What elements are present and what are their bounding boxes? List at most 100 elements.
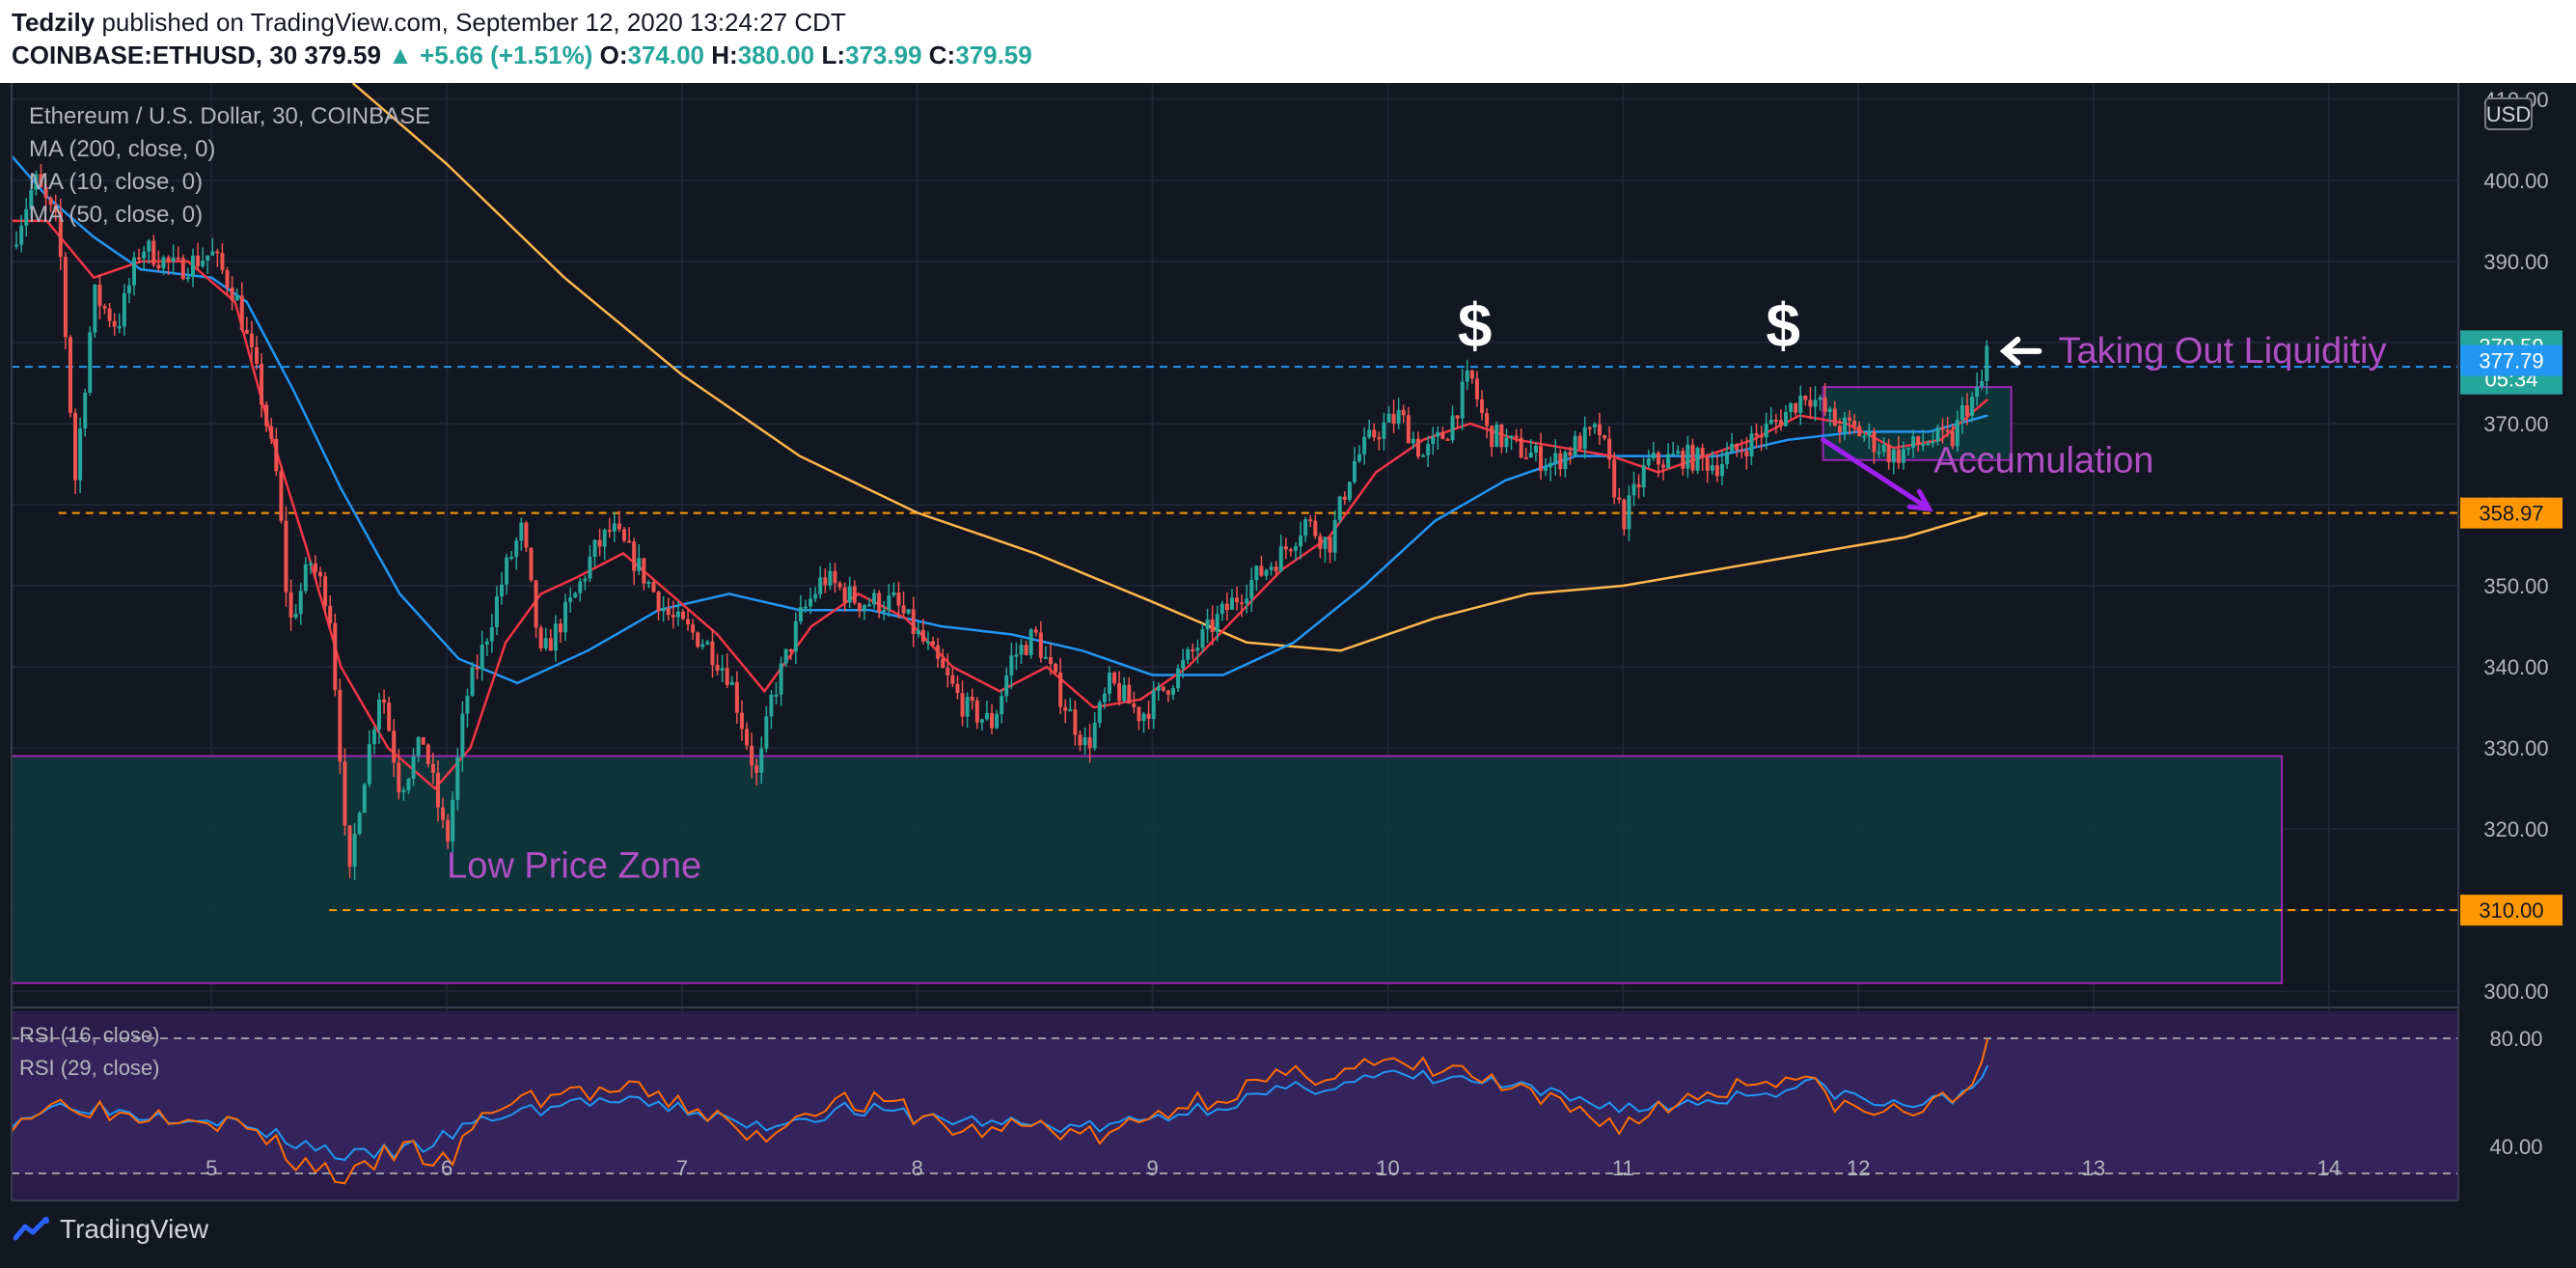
- candle-body[interactable]: [1460, 381, 1465, 419]
- candle-body[interactable]: [14, 244, 19, 247]
- candle-body[interactable]: [1146, 713, 1151, 720]
- candle-body[interactable]: [1176, 668, 1181, 689]
- candle-body[interactable]: [1725, 452, 1730, 464]
- candle-body[interactable]: [534, 580, 538, 628]
- candle-body[interactable]: [1137, 706, 1141, 722]
- candle-body[interactable]: [1229, 597, 1234, 610]
- candle-body[interactable]: [1822, 397, 1827, 412]
- candle-body[interactable]: [470, 667, 475, 696]
- candle-body[interactable]: [1603, 435, 1607, 439]
- candle-body[interactable]: [494, 596, 499, 627]
- candle-body[interactable]: [1955, 420, 1959, 447]
- candle-layer[interactable]: [14, 163, 1989, 880]
- candle-body[interactable]: [288, 592, 293, 618]
- candle-body[interactable]: [230, 287, 234, 301]
- candle-body[interactable]: [705, 641, 710, 645]
- candle-body[interactable]: [1710, 465, 1714, 471]
- candle-body[interactable]: [1485, 413, 1490, 427]
- candle-body[interactable]: [548, 638, 553, 651]
- candle-body[interactable]: [896, 592, 901, 606]
- candle-body[interactable]: [1401, 409, 1406, 416]
- candle-body[interactable]: [279, 471, 284, 521]
- candle-body[interactable]: [990, 712, 995, 729]
- candle-body[interactable]: [1749, 433, 1754, 457]
- candle-body[interactable]: [260, 364, 264, 405]
- candle-body[interactable]: [117, 326, 122, 329]
- candle-body[interactable]: [1544, 467, 1548, 471]
- candle-body[interactable]: [538, 627, 543, 648]
- candle-body[interactable]: [97, 284, 102, 307]
- candle-body[interactable]: [1519, 437, 1523, 457]
- candle-body[interactable]: [1764, 423, 1768, 438]
- legend-ma200[interactable]: MA (200, close, 0): [29, 136, 215, 162]
- candle-body[interactable]: [352, 834, 357, 868]
- candle-body[interactable]: [196, 255, 201, 267]
- candle-body[interactable]: [1735, 443, 1740, 451]
- candle-body[interactable]: [1264, 569, 1269, 576]
- candle-body[interactable]: [1431, 436, 1436, 445]
- candle-body[interactable]: [1097, 702, 1102, 723]
- candle-body[interactable]: [1577, 435, 1582, 450]
- author-name[interactable]: Tedzily: [12, 8, 96, 37]
- candle-body[interactable]: [857, 603, 862, 612]
- candle-body[interactable]: [1318, 536, 1323, 549]
- candle-body[interactable]: [1852, 421, 1857, 427]
- candle-body[interactable]: [58, 211, 63, 258]
- candle-body[interactable]: [1789, 402, 1794, 412]
- candle-body[interactable]: [563, 601, 568, 633]
- candle-body[interactable]: [597, 539, 602, 547]
- candle-body[interactable]: [269, 426, 274, 439]
- candle-body[interactable]: [1587, 427, 1592, 429]
- candle-body[interactable]: [1009, 655, 1014, 676]
- candle-body[interactable]: [298, 591, 303, 614]
- candle-body[interactable]: [1465, 370, 1469, 382]
- candle-body[interactable]: [1068, 709, 1073, 712]
- candle-body[interactable]: [877, 593, 882, 613]
- candle-body[interactable]: [602, 530, 607, 547]
- candle-body[interactable]: [1911, 436, 1916, 448]
- candle-body[interactable]: [1494, 424, 1499, 448]
- candle-body[interactable]: [1612, 459, 1617, 498]
- candle-body[interactable]: [941, 658, 945, 668]
- candle-body[interactable]: [406, 779, 411, 790]
- candle-body[interactable]: [818, 577, 823, 594]
- candle-body[interactable]: [1886, 444, 1891, 463]
- legend-ma50[interactable]: MA (50, close, 0): [29, 202, 203, 228]
- candle-body[interactable]: [1426, 444, 1431, 455]
- candle-body[interactable]: [1778, 420, 1783, 427]
- candle-body[interactable]: [1719, 463, 1724, 477]
- candle-body[interactable]: [1784, 411, 1789, 427]
- candle-body[interactable]: [729, 681, 734, 685]
- candle-body[interactable]: [347, 825, 352, 868]
- candle-body[interactable]: [1058, 672, 1063, 707]
- candle-body[interactable]: [960, 693, 965, 717]
- candle-body[interactable]: [1170, 688, 1175, 695]
- candle-body[interactable]: [1132, 703, 1137, 707]
- candle-body[interactable]: [1813, 400, 1818, 407]
- candle-body[interactable]: [1926, 443, 1931, 446]
- candle-body[interactable]: [1141, 713, 1146, 722]
- candle-body[interactable]: [489, 626, 494, 642]
- candle-body[interactable]: [916, 629, 920, 635]
- candle-body[interactable]: [1367, 429, 1372, 437]
- candle-body[interactable]: [1582, 427, 1587, 450]
- candle-body[interactable]: [891, 592, 896, 595]
- candle-body[interactable]: [793, 620, 798, 652]
- candle-body[interactable]: [1597, 424, 1602, 436]
- candle-body[interactable]: [401, 789, 406, 792]
- candle-body[interactable]: [1347, 482, 1352, 500]
- candle-body[interactable]: [661, 608, 666, 612]
- candle-body[interactable]: [970, 697, 974, 701]
- candle-body[interactable]: [1092, 722, 1097, 749]
- candle-body[interactable]: [592, 539, 597, 557]
- candle-body[interactable]: [984, 712, 989, 720]
- candle-body[interactable]: [1931, 441, 1935, 444]
- candle-body[interactable]: [1651, 453, 1656, 459]
- candle-body[interactable]: [1019, 645, 1024, 655]
- candle-body[interactable]: [1862, 435, 1867, 438]
- candle-body[interactable]: [573, 593, 578, 598]
- candle-body[interactable]: [1455, 415, 1460, 419]
- candle-body[interactable]: [1205, 619, 1210, 630]
- candle-body[interactable]: [696, 632, 700, 648]
- candle-body[interactable]: [1357, 454, 1362, 461]
